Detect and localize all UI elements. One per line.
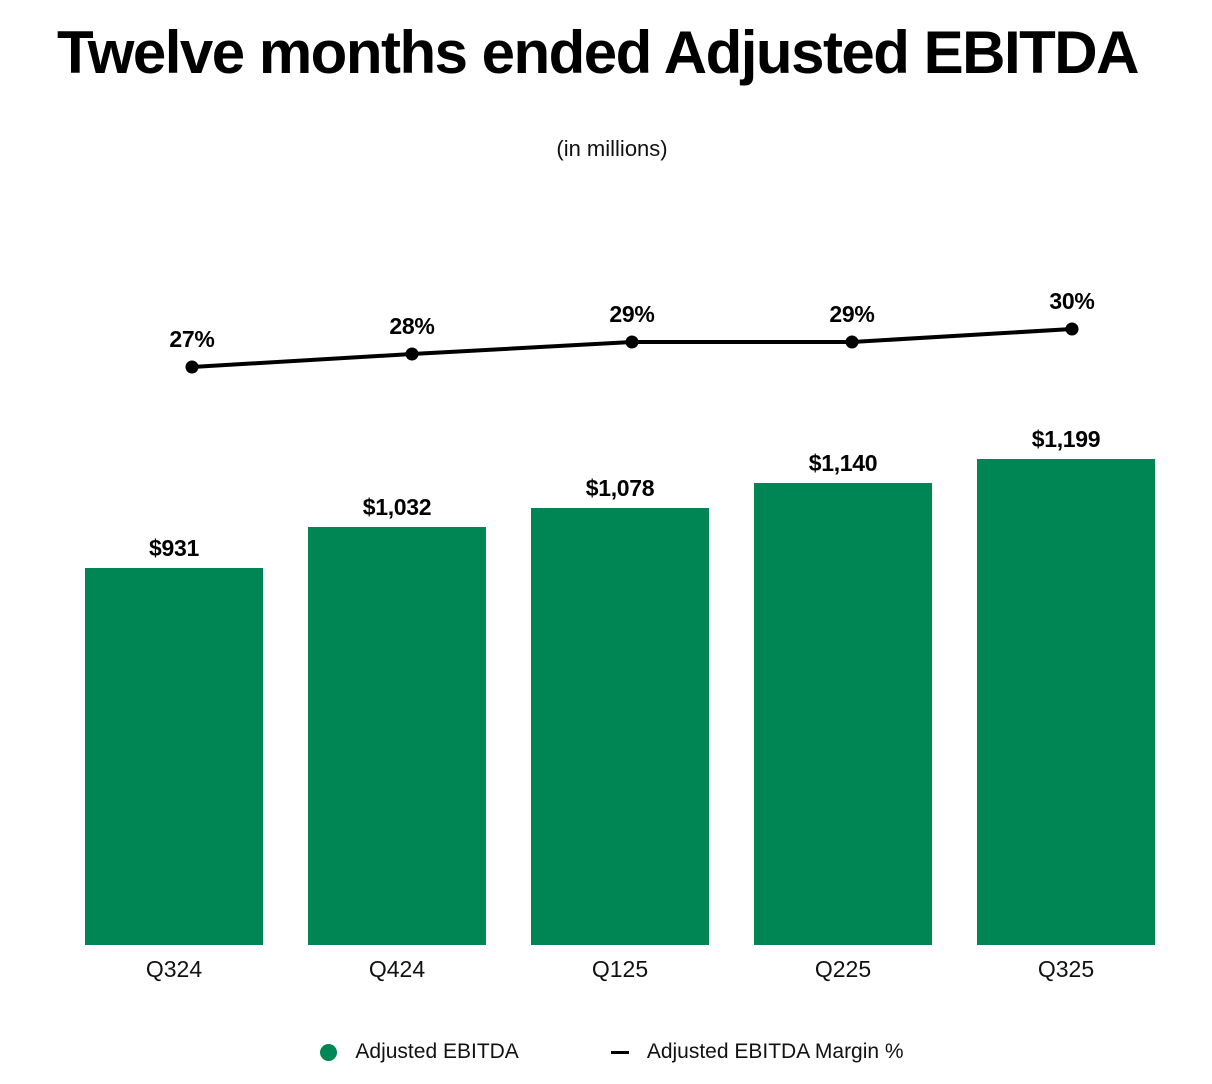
margin-line-path — [191, 327, 1073, 369]
margin-point-q125 — [625, 335, 639, 349]
chart-title: Twelve months ended Adjusted EBITDA — [57, 19, 1139, 86]
bar-value-label-q424: $1,032 — [362, 494, 432, 520]
bar-value-label-q324: $931 — [149, 535, 199, 561]
x-axis-label-q424: Q424 — [368, 956, 426, 982]
ebitda-bar-q324 — [85, 568, 263, 945]
chart-subtitle: (in millions) — [556, 136, 668, 161]
margin-label-q324: 27% — [169, 326, 215, 352]
legend-label-margin: Adjusted EBITDA Margin % — [646, 1040, 904, 1063]
x-axis-label-q125: Q125 — [591, 956, 649, 982]
x-axis-label-q225: Q225 — [814, 956, 872, 982]
legend-label-adjusted-ebitda: Adjusted EBITDA — [355, 1040, 519, 1063]
x-axis-label-q325: Q325 — [1037, 956, 1095, 982]
margin-label-q424: 28% — [389, 313, 435, 339]
ebitda-bar-q424 — [308, 527, 486, 945]
ebitda-bar-q225 — [754, 483, 932, 945]
margin-point-q325 — [1065, 322, 1079, 336]
bar-value-label-q225: $1,140 — [808, 450, 878, 476]
chart-legend: Adjusted EBITDA Adjusted EBITDA Margin % — [0, 1040, 1212, 1064]
ebitda-bar-q325 — [977, 459, 1155, 945]
legend-item-adjusted-ebitda: Adjusted EBITDA — [320, 1040, 519, 1064]
legend-bar-swatch-icon — [320, 1043, 338, 1061]
legend-line-swatch-icon — [610, 1050, 629, 1054]
bar-value-label-q325: $1,199 — [1031, 426, 1101, 452]
margin-label-q225: 29% — [829, 301, 875, 327]
margin-point-q324 — [185, 360, 199, 374]
bar-value-label-q125: $1,078 — [585, 475, 655, 501]
ebitda-bar-q125 — [531, 508, 709, 945]
margin-point-q225 — [845, 335, 859, 349]
margin-point-q424 — [405, 347, 419, 361]
margin-label-q325: 30% — [1049, 288, 1095, 314]
x-axis-label-q324: Q324 — [145, 956, 203, 982]
legend-item-margin: Adjusted EBITDA Margin % — [610, 1040, 904, 1064]
margin-label-q125: 29% — [609, 301, 655, 327]
